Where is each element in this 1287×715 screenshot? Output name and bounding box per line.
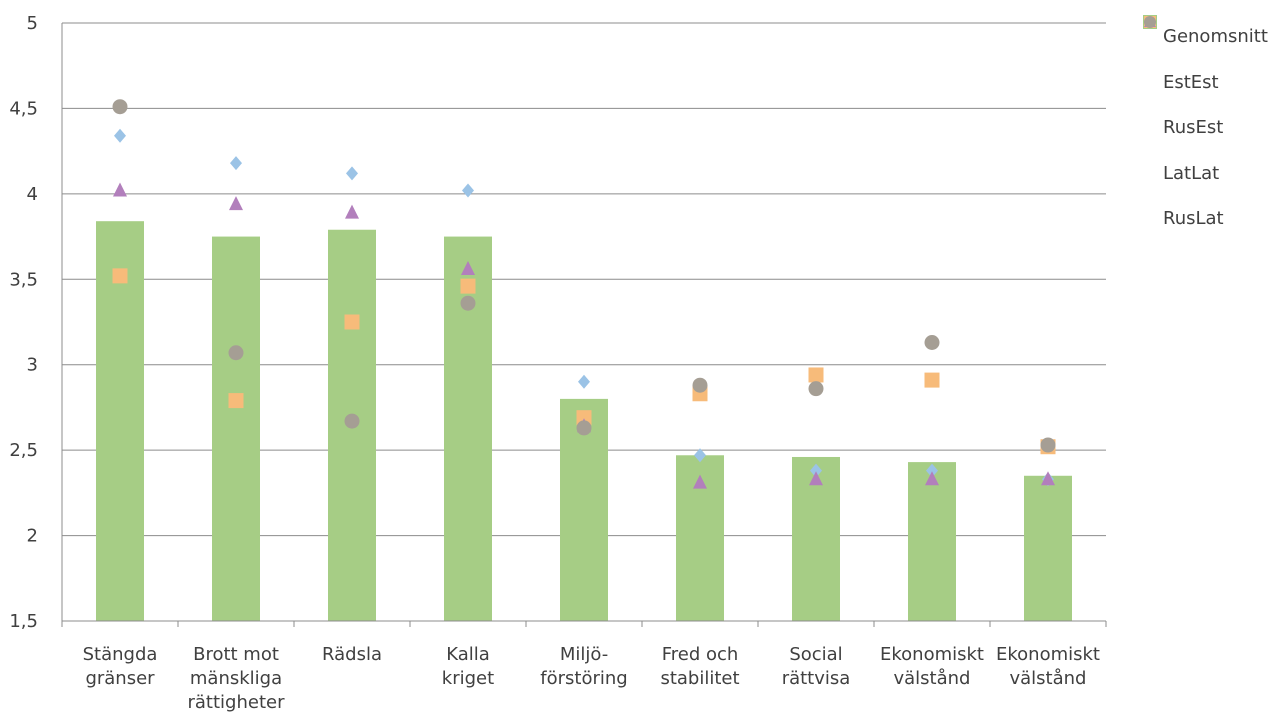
latlat-point — [809, 471, 823, 486]
bar — [560, 398, 608, 621]
x-category-label: mänskliga — [190, 668, 282, 689]
legend-label: EstEst — [1163, 71, 1219, 93]
triangle-icon — [1142, 17, 1158, 181]
legend-item: LatLat — [1142, 17, 1268, 197]
bar — [212, 236, 260, 622]
circle-icon — [1142, 16, 1158, 227]
ruslat-point — [112, 99, 128, 115]
legend-label: RusLat — [1163, 208, 1224, 230]
x-category-label: stabilitet — [660, 668, 739, 689]
latlat-point — [345, 204, 359, 219]
estest-point — [462, 183, 474, 198]
legend-label: Genomsnitt — [1163, 26, 1268, 48]
square-icon — [1142, 15, 1158, 45]
estest-point — [926, 463, 938, 478]
y-tick-label: 5 — [27, 13, 38, 34]
latlat-point — [461, 261, 475, 276]
ruslat-point — [344, 413, 360, 429]
y-tick-label: 2 — [27, 526, 38, 547]
ruslat-point — [460, 295, 476, 311]
ruslat-point — [808, 381, 824, 397]
x-category-label: Ekonomiskt — [996, 644, 1100, 665]
x-category-label: välstånd — [1010, 668, 1087, 689]
latlat-point — [925, 471, 939, 486]
bar — [1024, 475, 1072, 621]
diamond-icon — [1142, 17, 1158, 90]
x-category-label: rättigheter — [188, 692, 286, 713]
latlat-point — [113, 182, 127, 197]
y-tick-label: 1,5 — [9, 611, 38, 632]
estest-point — [346, 166, 358, 181]
legend-item: EstEst — [1142, 17, 1268, 106]
ruslat-point — [1040, 437, 1056, 453]
rusest-point — [808, 367, 824, 383]
x-category-label: Kalla — [446, 644, 490, 665]
legend: Genomsnitt EstEst RusEst LatLat RusLat — [1142, 14, 1268, 242]
x-category-label: kriget — [442, 668, 494, 689]
rusest-point — [924, 372, 940, 388]
legend-item: Genomsnitt — [1142, 14, 1268, 60]
x-category-label: förstöring — [540, 668, 627, 689]
square-icon — [1142, 16, 1158, 136]
ruslat-point — [576, 420, 592, 436]
bar — [96, 221, 144, 622]
bar — [908, 462, 956, 621]
x-category-label: Ekonomiskt — [880, 644, 984, 665]
x-category-label: rättvisa — [782, 668, 851, 689]
rusest-point — [228, 393, 244, 409]
x-category-label: Stängda — [83, 644, 158, 665]
ruslat-point — [924, 335, 940, 351]
estest-point — [114, 128, 126, 143]
estest-point — [578, 374, 590, 389]
y-tick-label: 4,5 — [9, 98, 38, 119]
y-tick-label: 3 — [27, 355, 38, 376]
legend-item: RusEst — [1142, 16, 1268, 151]
bar — [444, 236, 492, 622]
legend-label: RusEst — [1163, 117, 1224, 139]
estest-point — [230, 156, 242, 171]
rusest-point — [344, 314, 360, 330]
latlat-point — [229, 196, 243, 211]
rusest-point — [576, 410, 592, 426]
x-category-label: välstånd — [894, 668, 971, 689]
x-category-label: Fred och — [662, 644, 739, 665]
y-tick-label: 2,5 — [9, 440, 38, 461]
rusest-point — [460, 278, 476, 294]
legend-item: RusLat — [1142, 16, 1268, 242]
rusest-point — [112, 268, 128, 284]
x-category-label: Brott mot — [193, 644, 279, 665]
y-tick-label: 3,5 — [9, 269, 38, 290]
estest-point — [810, 463, 822, 478]
latlat-point — [693, 474, 707, 489]
latlat-point — [1041, 471, 1055, 486]
x-category-label: Miljö- — [560, 644, 608, 665]
ruslat-point — [692, 377, 708, 393]
x-category-label: Social — [789, 644, 842, 665]
x-category-label: gränser — [85, 668, 155, 689]
ruslat-point — [228, 345, 244, 361]
estest-point — [694, 448, 706, 463]
legend-label: LatLat — [1163, 162, 1220, 184]
y-tick-label: 4 — [27, 184, 38, 205]
x-category-label: Rädsla — [322, 644, 382, 665]
